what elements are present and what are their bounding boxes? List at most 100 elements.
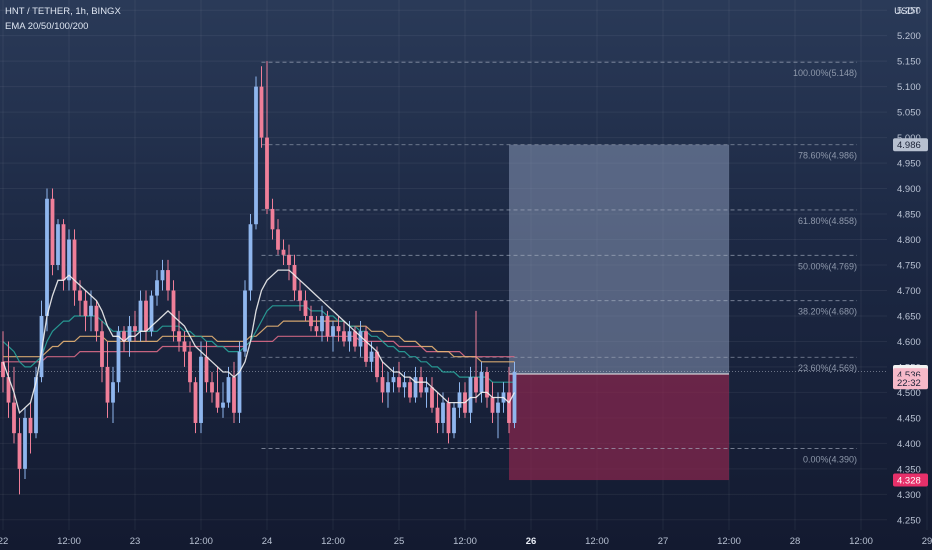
x-tick-label: 12:00 [321,536,345,547]
candle-body [441,402,445,423]
candle-body [309,315,313,327]
y-tick-label: 5.100 [897,82,921,93]
candle-body [336,326,341,332]
fib-label: 61.80%(4.858) [798,216,857,226]
candle-body [133,326,137,332]
candle-body [325,315,330,337]
price-tag-target [893,138,928,152]
x-tick-label: 28 [790,536,801,547]
candle-body [419,377,423,393]
candle-body [397,377,401,388]
candle-body [243,290,247,352]
x-tick-label: 12:00 [585,536,609,547]
candle-body [188,351,192,383]
y-tick-label: 4.300 [897,490,921,501]
stop-zone [509,374,729,481]
candle-body [105,366,110,403]
candle-body [193,382,198,423]
candle-body [166,270,170,291]
candle-body [100,331,104,367]
candle-body [39,315,44,378]
ema200-line [3,335,515,363]
candle-body [89,305,93,316]
y-tick-label: 4.250 [897,515,921,526]
candle-body [61,224,66,281]
candle-body [111,382,115,403]
candle-body [28,417,33,434]
candle-body [144,300,148,332]
y-tick-label: 5.250 [897,6,921,17]
y-tick-label: 4.800 [897,235,921,246]
y-tick-label: 4.900 [897,184,921,195]
candle-body [408,382,412,398]
candle-body [12,402,16,434]
candle-body [254,86,258,225]
candle-body [353,331,357,347]
candle-body [127,326,132,342]
candle-body [358,331,363,347]
candle-body [485,372,489,398]
ema20-line [2,269,516,415]
y-tick-label: 4.500 [897,388,921,399]
y-tick-label: 4.450 [897,413,921,424]
candle-body [210,382,214,393]
x-tick-label: 12:00 [189,536,213,547]
candle-body [248,224,253,291]
symbol-title[interactable]: HNT / TETHER, 1h, BINGX [5,6,121,17]
candle-body [177,331,181,342]
candles [1,61,517,495]
candle-body [281,249,286,255]
x-tick-label: 12:00 [849,536,873,547]
candle-body [314,326,319,332]
candle-body [155,280,159,296]
candle-body [457,392,462,408]
candle-body [435,407,440,423]
candle-body [375,351,379,378]
candle-body [402,382,407,388]
candle-body [468,377,473,413]
y-tick-label: 5.050 [897,108,921,119]
candle-body [430,387,434,408]
candle-body [34,377,38,434]
candle-body [303,300,308,316]
y-tick-label: 4.650 [897,311,921,322]
candle-body [320,315,324,332]
x-tick-label: 12:00 [717,536,741,547]
candle-body [391,377,396,383]
candle-body [237,351,242,413]
y-tick-label: 4.400 [897,439,921,450]
grid-lines [0,0,927,530]
candle-body [342,331,346,342]
candle-body [292,265,297,291]
candle-body [424,387,429,393]
candle-body [369,351,374,362]
candle-body [221,402,225,408]
candle-body [94,305,99,332]
x-tick-label: 25 [394,536,405,547]
candle-body [116,331,121,383]
candle-body [265,137,269,209]
price-axis-unit: USDT [894,6,920,17]
candle-body [364,331,368,362]
candle-body [259,86,264,138]
candle-body [474,377,478,393]
candle-body [6,377,11,403]
candle-body [199,356,203,423]
candle-body [413,377,418,398]
candle-body [1,361,5,378]
candle-body [331,326,335,337]
candle-body [232,377,236,413]
y-tick-label: 4.350 [897,464,921,475]
target-zone [509,144,729,375]
candle-body [386,382,390,393]
price-tag-stop [893,473,928,487]
candle-body [17,433,22,469]
price-tag-label: 4.986 [897,140,921,151]
x-tick-label: 24 [262,536,273,547]
fib-label: 50.00%(4.769) [798,261,857,271]
candle-body [270,208,275,230]
price-tag-label: 22:32 [897,378,921,389]
indicator-legend[interactable]: EMA 20/50/100/200 [5,21,89,32]
